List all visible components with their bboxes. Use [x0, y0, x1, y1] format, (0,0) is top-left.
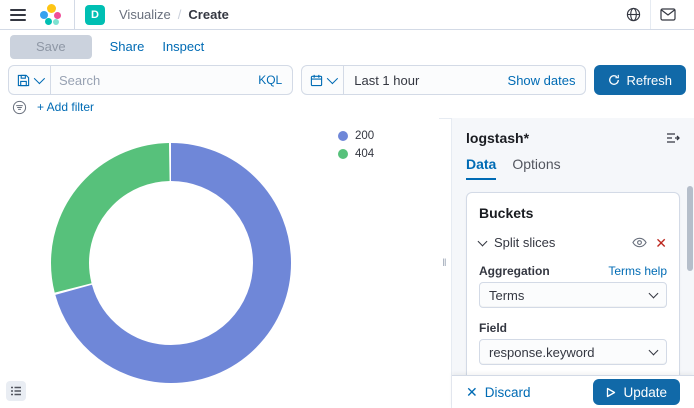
buckets-card: Buckets Split slices ✕ Aggregation Terms… [466, 192, 680, 408]
legend-swatch [338, 149, 348, 159]
navbar-right [616, 0, 684, 29]
time-range-value[interactable]: Last 1 hour [354, 72, 420, 88]
donut-svg [51, 143, 291, 383]
legend-toggle-button[interactable] [6, 381, 26, 401]
inspect-button[interactable]: Inspect [162, 39, 205, 54]
chevron-down-icon [33, 72, 46, 85]
eye-icon[interactable] [632, 237, 647, 248]
navbar-left: D Visualize / Create [10, 0, 229, 29]
aggregation-label-row: Aggregation Terms help [479, 264, 667, 278]
legend-label: 404 [355, 148, 375, 160]
panel-footer: ✕ Discard Update [452, 375, 694, 408]
aggregation-value: Terms [489, 287, 525, 303]
nav-divider [74, 0, 75, 29]
tab-options[interactable]: Options [512, 156, 561, 172]
query-bar: KQL Last 1 hour Show dates Refresh [0, 64, 694, 96]
play-icon [607, 387, 616, 397]
legend-item-404[interactable]: 404 [338, 148, 374, 160]
date-picker-group: Last 1 hour Show dates [301, 65, 587, 95]
refresh-button[interactable]: Refresh [594, 65, 686, 95]
panel-resize-handle[interactable]: ‖ [442, 257, 448, 269]
date-quick-menu[interactable] [302, 66, 345, 94]
split-slices-label[interactable]: Split slices [494, 235, 556, 250]
newsfeed-mail-icon[interactable] [650, 0, 684, 29]
search-input[interactable] [51, 66, 249, 94]
field-select[interactable]: response.keyword [479, 339, 667, 365]
space-badge[interactable]: D [85, 4, 105, 25]
show-dates-button[interactable]: Show dates [507, 72, 576, 88]
field-value: response.keyword [489, 344, 595, 360]
chart-area: 200 404 [0, 118, 439, 408]
close-icon: ✕ [466, 383, 478, 400]
chevron-down-icon [648, 345, 659, 355]
remove-bucket-icon[interactable]: ✕ [655, 234, 667, 251]
options-panel-scroll: logstash* Data Options Buckets Split sli… [452, 118, 694, 408]
aggregation-label: Aggregation [479, 264, 550, 278]
list-icon [11, 386, 21, 396]
split-slices-accordion: Split slices ✕ [477, 234, 667, 251]
discard-label: Discard [484, 384, 531, 400]
index-pattern-title: logstash* [466, 130, 530, 146]
saved-query-menu[interactable] [9, 66, 51, 94]
breadcrumb-visualize[interactable]: Visualize [119, 7, 171, 22]
panel-header: logstash* [466, 130, 680, 146]
visualization-options-panel: logstash* Data Options Buckets Split sli… [451, 118, 694, 408]
visualize-toolbar: Save Share Inspect [0, 30, 694, 63]
update-label: Update [623, 384, 667, 400]
breadcrumb-separator: / [177, 7, 182, 22]
legend-swatch [338, 131, 348, 141]
top-navbar: D Visualize / Create [0, 0, 694, 30]
kql-language-toggle[interactable]: KQL [258, 73, 283, 87]
legend-label: 200 [355, 130, 375, 142]
update-button[interactable]: Update [593, 379, 680, 405]
field-label: Field [479, 321, 508, 335]
chart-legend: 200 404 [338, 130, 374, 160]
panel-scrollbar[interactable] [687, 186, 693, 271]
help-globe-icon[interactable] [616, 0, 650, 29]
query-input-group: KQL [8, 65, 294, 95]
calendar-icon [311, 74, 323, 86]
breadcrumb: Visualize / Create [119, 7, 229, 22]
refresh-icon [609, 74, 620, 85]
filter-settings-icon[interactable] [12, 100, 27, 115]
elastic-logo[interactable] [40, 3, 62, 26]
share-button[interactable]: Share [109, 39, 145, 54]
breadcrumb-create: Create [188, 7, 229, 22]
donut-chart[interactable] [50, 142, 292, 384]
menu-hamburger-icon[interactable] [10, 8, 26, 21]
panel-tabs: Data Options [466, 156, 680, 180]
field-label-row: Field [479, 321, 667, 335]
refresh-label: Refresh [626, 72, 672, 88]
filter-bar: + Add filter [0, 96, 694, 119]
floppy-save-icon [17, 74, 30, 86]
editor-content: 200 404 ‖ logstash* [0, 118, 694, 408]
tab-data[interactable]: Data [466, 156, 497, 180]
discard-button[interactable]: ✕ Discard [466, 384, 531, 401]
legend-item-200[interactable]: 200 [338, 130, 374, 142]
aggregation-select[interactable]: Terms [479, 282, 667, 308]
terms-help-link[interactable]: Terms help [608, 264, 667, 278]
chevron-down-icon [326, 72, 339, 85]
chevron-down-icon[interactable] [477, 236, 488, 246]
add-filter-button[interactable]: + Add filter [37, 100, 95, 114]
save-button[interactable]: Save [10, 34, 92, 59]
buckets-title: Buckets [479, 205, 534, 221]
collapse-panel-icon[interactable] [666, 132, 680, 144]
chevron-down-icon [648, 288, 659, 298]
